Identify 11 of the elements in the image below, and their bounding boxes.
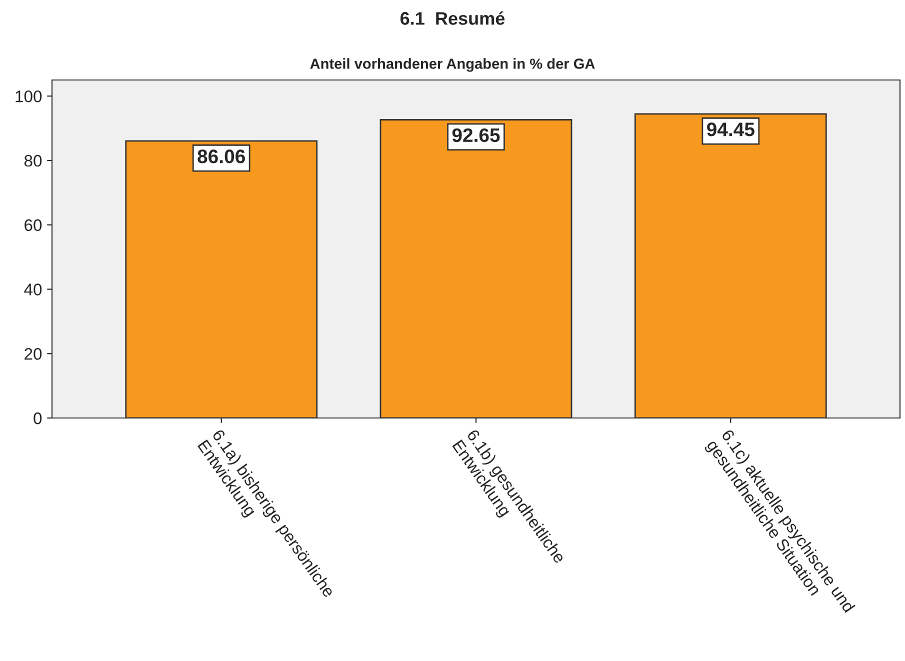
chart-subtitle: Anteil vorhandener Angaben in % der GA [310, 58, 595, 72]
y-tick-label: 80 [24, 154, 42, 167]
y-tick-label: 40 [24, 284, 42, 296]
y-tick-label: 60 [24, 219, 42, 232]
y-tick-label: 20 [24, 348, 42, 360]
data-label: 94.45 [707, 122, 754, 136]
data-label: 86.06 [198, 150, 245, 164]
y-tick-label: 0 [34, 412, 42, 424]
data-label: 92.65 [452, 128, 500, 142]
chart-title: 6.1 Resumé [400, 11, 505, 25]
y-tick-label: 100 [16, 90, 42, 102]
